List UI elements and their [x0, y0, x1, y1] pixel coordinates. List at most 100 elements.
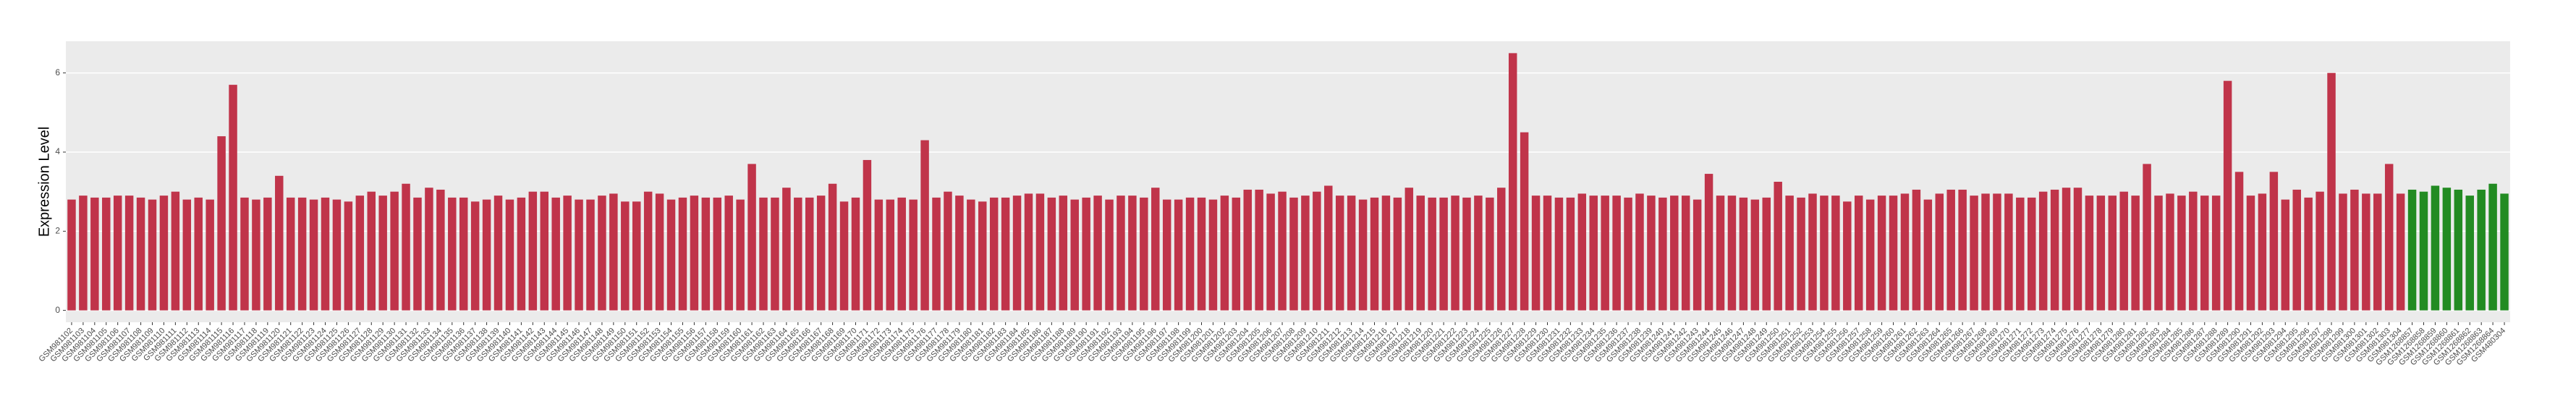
bar: [1151, 188, 1160, 311]
bar: [402, 183, 410, 311]
bar: [390, 191, 399, 311]
bar: [1843, 201, 1852, 311]
bar: [206, 199, 214, 311]
bar: [2362, 193, 2370, 311]
bar: [724, 196, 733, 311]
bar: [1946, 189, 1955, 311]
bar: [944, 191, 952, 311]
y-tick-label: 0: [55, 305, 60, 315]
bar: [1313, 191, 1321, 311]
bar: [1243, 189, 1252, 311]
bar: [171, 191, 180, 311]
bar: [2465, 196, 2474, 311]
bar: [1808, 193, 1817, 311]
bar: [517, 197, 526, 311]
bar: [2004, 193, 2013, 311]
bar: [2108, 196, 2117, 311]
bar: [1232, 197, 1241, 311]
bar: [2200, 196, 2209, 311]
bar: [1128, 196, 1137, 311]
bar: [102, 197, 111, 311]
bar: [1612, 196, 1621, 311]
bar: [666, 199, 676, 311]
bar: [194, 197, 203, 311]
bar: [2234, 172, 2244, 311]
bar: [2454, 189, 2463, 311]
bar: [425, 188, 433, 311]
bar: [1854, 196, 1863, 311]
bar: [863, 159, 872, 311]
bar: [955, 196, 964, 311]
y-tick-label: 6: [55, 67, 60, 77]
bar: [1970, 196, 1978, 311]
bar: [1082, 197, 1090, 311]
bar: [1750, 199, 1760, 311]
bar: [575, 199, 583, 311]
bar: [2038, 191, 2048, 311]
bar: [413, 197, 422, 311]
bar: [701, 197, 711, 311]
bar: [1185, 197, 1195, 311]
bar: [240, 197, 249, 311]
bar: [1301, 196, 1310, 311]
bar: [2488, 183, 2497, 311]
bar: [1404, 188, 1414, 311]
bar: [828, 183, 837, 311]
bar: [1543, 196, 1552, 311]
bar: [2500, 193, 2509, 311]
bar: [436, 189, 445, 311]
bar: [1197, 197, 1206, 311]
bar: [747, 164, 756, 311]
bar: [252, 199, 260, 311]
bar: [1739, 197, 1748, 311]
bar: [1993, 193, 2001, 311]
bar: [2396, 193, 2405, 311]
bar: [1093, 196, 1102, 311]
bar: [90, 197, 99, 311]
bar: [1865, 199, 1875, 311]
bar: [851, 197, 860, 311]
bar: [2477, 189, 2486, 311]
bar: [678, 197, 687, 311]
bar: [759, 197, 768, 311]
bar: [2258, 193, 2267, 311]
bar: [1162, 199, 1172, 311]
bar: [2096, 196, 2106, 311]
y-tick-label: 2: [55, 225, 60, 235]
bar: [1266, 193, 1275, 311]
bar: [967, 199, 975, 311]
bar: [1035, 193, 1045, 311]
bar: [839, 201, 849, 311]
bar: [1923, 199, 1933, 311]
bar: [1174, 199, 1183, 311]
bar: [275, 175, 284, 311]
bar: [1140, 197, 1148, 311]
bar: [459, 197, 468, 311]
bar: [1531, 196, 1541, 311]
bar: [1889, 196, 1898, 311]
bar: [2316, 191, 2324, 311]
bar: [655, 193, 664, 311]
bar: [1692, 199, 1702, 311]
bar: [182, 199, 192, 311]
bar: [1428, 197, 1436, 311]
bar: [1624, 197, 1632, 311]
bar: [470, 201, 480, 311]
bar: [217, 136, 226, 311]
bar: [1658, 197, 1667, 311]
bar: [551, 197, 560, 311]
y-axis-title: Expression Level: [36, 127, 52, 237]
bar: [2223, 80, 2232, 311]
bar: [67, 199, 76, 311]
bar: [920, 140, 929, 311]
bar: [886, 199, 895, 311]
bar: [1208, 199, 1218, 311]
bar: [598, 196, 606, 311]
bar: [1900, 193, 1910, 311]
bar: [2407, 189, 2417, 311]
bar: [978, 201, 987, 311]
bar: [540, 191, 548, 311]
bar: [1601, 196, 1609, 311]
bar: [1105, 199, 1114, 311]
